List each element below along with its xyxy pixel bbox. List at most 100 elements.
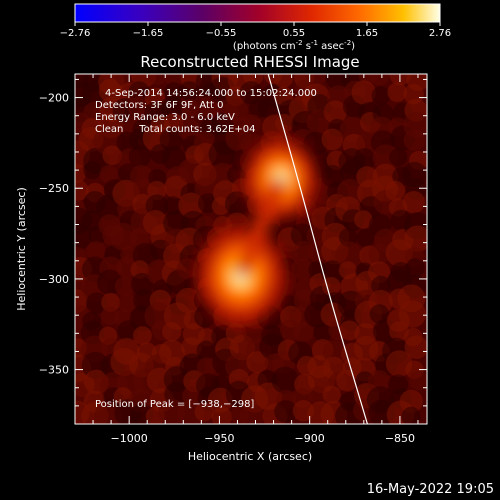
texture-blob	[194, 177, 216, 199]
colorbar-ticks: −2.76 −1.65 −0.55 0.55 1.65 2.76	[60, 22, 451, 39]
emission-sources	[197, 139, 318, 324]
x-axis-ticks: −1000 −950 −900 −850	[92, 74, 419, 445]
texture-blob	[275, 114, 294, 133]
texture-blob	[306, 74, 327, 86]
colorbar-tick-label: 2.76	[429, 28, 451, 39]
footer-timestamp: 16-May-2022 19:05	[367, 482, 494, 497]
texture-blob	[405, 258, 425, 278]
texture-blob	[387, 82, 407, 102]
texture-blob	[194, 306, 216, 328]
texture-blob	[402, 191, 425, 214]
texture-blob	[159, 127, 184, 152]
texture-blob	[81, 210, 102, 232]
texture-blob	[208, 140, 236, 168]
texture-blob	[308, 386, 328, 405]
texture-blob	[196, 357, 217, 378]
texture-blob	[85, 292, 108, 314]
texture-blob	[181, 99, 200, 118]
y-tick-label: −250	[39, 182, 69, 195]
texture-blob	[323, 100, 347, 124]
texture-blob	[83, 161, 102, 180]
texture-blob	[404, 225, 427, 252]
texture-blob	[246, 351, 269, 374]
y-axis-ticks: −200 −250 −300 −350	[39, 78, 427, 407]
texture-blob	[369, 74, 390, 86]
texture-blob	[94, 401, 122, 424]
texture-blob	[239, 404, 264, 424]
plot-frame	[74, 73, 428, 425]
texture-blob	[86, 241, 106, 261]
texture-blob	[101, 292, 121, 312]
texture-blob	[389, 147, 408, 167]
texture-blob	[114, 276, 136, 297]
texture-blob	[162, 322, 182, 342]
x-tick-label: −850	[385, 432, 415, 445]
texture-blob	[335, 241, 363, 269]
texture-blob	[109, 222, 138, 251]
texture-blob	[128, 145, 151, 168]
texture-blob	[408, 370, 427, 391]
texture-blob	[175, 287, 201, 313]
texture-blob	[404, 335, 427, 360]
texture-blob	[322, 277, 341, 296]
texture-blob	[98, 78, 123, 103]
colorbar-tick-label: −2.76	[60, 28, 91, 39]
texture-blob	[399, 389, 423, 413]
texture-blob	[196, 340, 217, 361]
solar-limb-curve	[267, 74, 369, 424]
colorbar-tick-label: −1.65	[133, 28, 164, 39]
x-tick-label: −900	[295, 432, 325, 445]
texture-blob	[306, 225, 326, 246]
texture-blob	[118, 293, 138, 313]
texture-blob	[321, 128, 344, 151]
texture-blob	[271, 366, 299, 394]
texture-blob	[112, 179, 140, 208]
annotation-detectors: Detectors: 3F 6F 9F, Att 0	[95, 100, 223, 111]
texture-blob	[128, 81, 150, 103]
texture-blob	[273, 74, 294, 88]
texture-blob	[351, 80, 376, 105]
texture-blob	[398, 300, 426, 328]
annotation-energy-range: Energy Range: 3.0 - 6.0 keV	[95, 112, 235, 123]
peak-position-label: Position of Peak = [−938,−298]	[95, 399, 254, 410]
x-axis-label: Heliocentric X (arcsec)	[188, 450, 312, 463]
texture-blob	[369, 304, 390, 324]
texture-blob	[371, 275, 391, 296]
image-texture	[75, 74, 427, 424]
texture-blob	[194, 402, 214, 422]
texture-blob	[371, 86, 391, 106]
texture-blob	[161, 146, 186, 171]
texture-blob	[160, 95, 184, 119]
texture-blob	[401, 406, 421, 424]
texture-blob	[224, 191, 250, 217]
colorbar-gradient	[74, 3, 441, 23]
source-bridge	[234, 176, 288, 278]
colorbar-unit-label: (photons cm-2 s-1 asec-2)	[233, 39, 355, 52]
texture-blob	[211, 406, 233, 424]
texture-blob	[353, 148, 376, 171]
texture-blob	[322, 385, 341, 404]
texture-blob	[257, 97, 279, 119]
texture-blob	[147, 74, 169, 85]
texture-blob	[368, 243, 390, 265]
texture-blob	[274, 400, 298, 423]
annotation-time-range: 4-Sep-2014 14:56:24.000 to 15:02:24.000	[105, 88, 317, 99]
texture-blob	[291, 258, 313, 280]
texture-blob	[313, 323, 333, 342]
texture-blob	[179, 81, 200, 101]
texture-blob	[177, 118, 200, 141]
texture-blob	[239, 81, 263, 105]
texture-blob	[384, 180, 406, 201]
texture-blob	[292, 321, 314, 343]
annotation-counts: Clean Total counts: 3.62E+04	[95, 124, 255, 135]
x-tick-label: −1000	[111, 432, 148, 445]
texture-blob	[181, 337, 202, 358]
chart-title: Reconstructed RHESSI Image	[140, 53, 359, 71]
texture-blob	[403, 129, 426, 151]
colorbar-tick-label: 0.55	[283, 28, 305, 39]
texture-blob	[102, 145, 123, 166]
texture-blob	[133, 326, 152, 346]
x-tick-label: −950	[204, 432, 234, 445]
